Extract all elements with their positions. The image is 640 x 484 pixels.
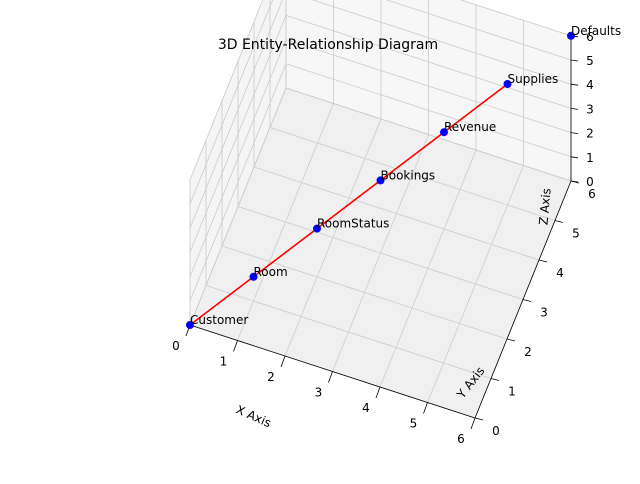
x-tick-mark (328, 371, 333, 383)
z-tick-mark (570, 132, 579, 134)
y-tick-label: 1 (508, 385, 516, 399)
x-tick-label: 3 (315, 386, 323, 400)
z-tick-label: 0 (586, 175, 594, 189)
z-tick-mark (570, 108, 579, 110)
x-tick-label: 2 (267, 370, 275, 384)
z-tick-mark (570, 156, 579, 159)
grid-line-z (189, 87, 572, 326)
z-tick-label: 3 (586, 102, 594, 116)
chart-title: 3D Entity-Relationship Diagram (218, 37, 438, 53)
grid-line-z (189, 63, 572, 301)
grid-line-z (189, 14, 572, 253)
z-tick-label: 4 (586, 78, 594, 92)
x-tick-label: 0 (172, 339, 180, 353)
point-label-bookings: Bookings (381, 168, 436, 182)
data-point-revenue (440, 128, 448, 137)
z-tick-label: 1 (586, 151, 594, 165)
x-tick-mark (280, 355, 286, 368)
y-tick-mark (490, 378, 500, 381)
z-tick-mark (570, 59, 579, 62)
data-point-roomstatus (313, 224, 321, 233)
z-tick-mark (570, 180, 579, 183)
connection-line (316, 179, 381, 230)
data-point-bookings (376, 176, 385, 185)
y-tick-label: 3 (540, 306, 548, 320)
y-tick-label: 2 (524, 345, 532, 359)
point-label-revenue: Revenue (444, 120, 496, 134)
data-point-defaults (567, 31, 575, 40)
z-tick-label: 6 (586, 30, 594, 44)
point-labels: Customer Room RoomStatus Bookings Revenue Sup… (190, 24, 621, 327)
y-tick-mark (554, 220, 564, 223)
point-label-customer: Customer (190, 313, 248, 327)
data-point-customer (186, 321, 194, 329)
y-tick-label: 5 (572, 227, 580, 241)
y-tick-label: 4 (556, 266, 564, 280)
point-label-defaults: Defaults (571, 24, 621, 38)
connection-lines (189, 83, 508, 326)
point-label-supplies: Supplies (508, 72, 559, 86)
grid-line-z (189, 39, 572, 277)
grid-line-z (189, 0, 572, 229)
x-tick-label: 1 (220, 355, 228, 369)
connection-line (253, 227, 318, 278)
x-tick-label: 6 (457, 432, 465, 446)
x-tick-label: 5 (410, 417, 418, 431)
connection-line (380, 131, 445, 182)
x-tick-mark (423, 402, 428, 414)
y-tick-mark (538, 259, 548, 263)
connection-line (189, 276, 254, 326)
y-tick-mark (506, 338, 516, 342)
z-tick-label: 5 (586, 54, 594, 68)
x-tick-label: 4 (362, 401, 370, 415)
grid-line-z (189, 0, 572, 180)
data-points (186, 31, 575, 329)
z-tick-mark (570, 83, 579, 86)
y-tick-mark (522, 299, 532, 302)
point-label-roomstatus: RoomStatus (317, 217, 389, 231)
x-tick-mark (233, 340, 238, 352)
data-point-supplies (503, 80, 512, 88)
x-tick-mark (375, 386, 381, 399)
z-axis-label: Z Axis (536, 188, 553, 226)
data-point-room (249, 272, 258, 281)
x-tick-mark (470, 417, 476, 430)
y-tick-label: 0 (492, 424, 500, 438)
x-axis-label: X Axis (234, 402, 273, 430)
z-tick-label: 2 (586, 127, 594, 141)
connection-line (443, 83, 508, 133)
y-tick-mark (474, 417, 484, 421)
point-label-room: Room (254, 265, 288, 279)
grid-line-z (189, 0, 572, 205)
y-tick-label: 6 (588, 187, 596, 201)
